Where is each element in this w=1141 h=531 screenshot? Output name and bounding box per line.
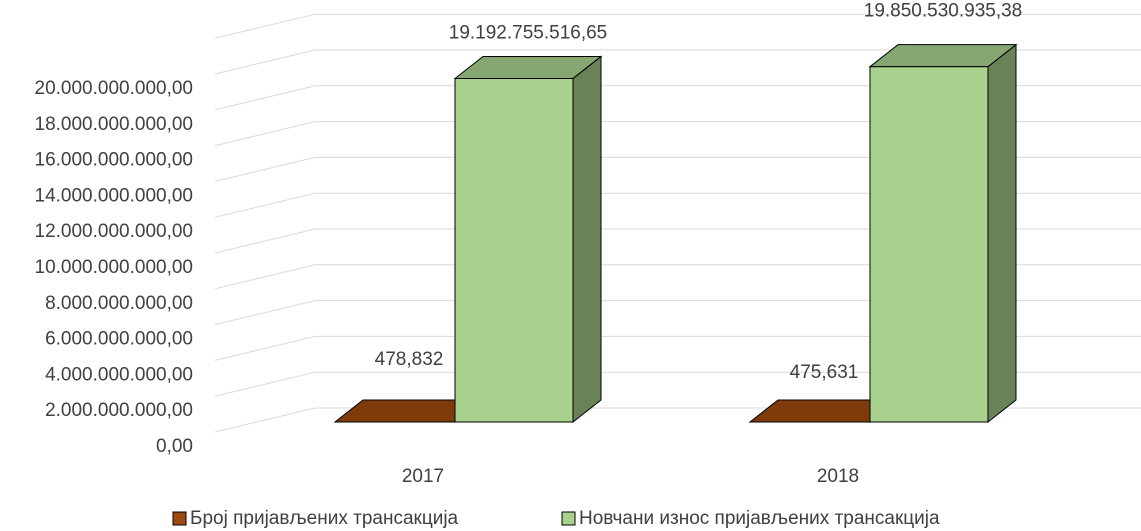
- grid-line: [214, 49, 1141, 75]
- y-tick-label: 16.000.000.000,00: [35, 150, 194, 171]
- data-label: 478,832: [375, 349, 444, 370]
- y-tick-label: 18.000.000.000,00: [35, 114, 194, 135]
- grid-line: [214, 13, 1141, 39]
- data-label: 475,631: [790, 362, 859, 383]
- data-label: 19.192.755.516,65: [449, 22, 608, 43]
- legend-swatch: [561, 511, 576, 526]
- grid-line: [214, 371, 1141, 397]
- y-tick-label: 4.000.000.000,00: [45, 364, 193, 385]
- y-tick-label: 20.000.000.000,00: [35, 78, 194, 99]
- y-tick-label: 14.000.000.000,00: [35, 185, 194, 206]
- grid-line: [214, 300, 1141, 326]
- grid-line: [214, 121, 1141, 147]
- grid-line: [214, 192, 1141, 218]
- y-tick-label: 6.000.000.000,00: [45, 329, 193, 350]
- grid-line: [214, 156, 1141, 182]
- grid-line: [214, 228, 1141, 254]
- bar-top: [453, 55, 603, 79]
- grid-line: [214, 335, 1141, 361]
- legend-label: Број пријављених трансакција: [190, 508, 459, 529]
- x-tick-label: 2017: [402, 466, 444, 487]
- bar-side: [572, 55, 602, 424]
- data-label: 19.850.530.935,38: [864, 1, 1023, 22]
- x-tick-label: 2018: [817, 466, 859, 487]
- legend-swatch: [172, 511, 187, 526]
- y-tick-label: 10.000.000.000,00: [35, 257, 194, 278]
- bar: [868, 43, 1018, 424]
- y-tick-label: 8.000.000.000,00: [45, 293, 193, 314]
- y-tick-label: 2.000.000.000,00: [45, 400, 193, 421]
- grid-line: [214, 264, 1141, 290]
- y-tick-label: 0,00: [156, 436, 193, 457]
- grid-line: [214, 85, 1141, 111]
- bar-top: [868, 44, 1018, 68]
- legend-label: Новчани износ пријављених трансакција: [579, 508, 940, 529]
- y-tick-label: 12.000.000.000,00: [35, 221, 194, 242]
- bar-front: [869, 66, 989, 423]
- bar-side: [987, 43, 1017, 424]
- bar-front: [454, 77, 574, 423]
- bar: [453, 55, 603, 424]
